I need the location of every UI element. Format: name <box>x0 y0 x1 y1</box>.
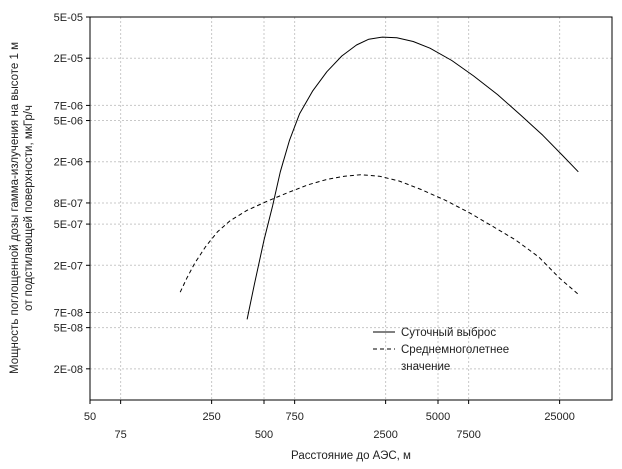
x-tick-label: 2500 <box>373 429 397 441</box>
plot-area-frame <box>89 16 613 401</box>
axis-ticks: 50 75 250 500 750 2500 5000 7500 25000 5E-05 2E-05… <box>54 12 575 441</box>
series-group <box>179 36 579 320</box>
x-tick-label: 750 <box>285 411 303 423</box>
series-line-long-term-average <box>179 174 579 295</box>
y-tick-label: 8E-07 <box>54 198 83 210</box>
y-tick-label: 7E-06 <box>54 100 83 112</box>
x-tick-label: 7500 <box>456 429 480 441</box>
y-tick-label: 5E-08 <box>54 323 83 335</box>
x-tick-label: 500 <box>255 429 273 441</box>
legend: Суточный выброс Среднемноголетнее значен… <box>373 327 509 373</box>
y-tick-label: 2E-08 <box>54 364 83 376</box>
y-tick-label: 5E-07 <box>54 219 83 231</box>
y-tick-label: 2E-05 <box>54 53 83 65</box>
y-axis-title-line2: от подстилающей поверхности, мкГр/ч <box>23 105 35 311</box>
y-tick-label: 2E-06 <box>54 157 83 169</box>
y-axis-title-line1: Мощность поглощенной дозы гамма-излучени… <box>9 42 21 374</box>
x-axis-title: Расстояние до АЭС, м <box>291 450 411 462</box>
x-tick-label: 75 <box>115 429 127 441</box>
y-tick-label: 5E-06 <box>54 116 83 128</box>
legend-label-daily-release: Суточный выброс <box>401 327 496 339</box>
y-tick-label: 5E-05 <box>54 12 83 24</box>
x-tick-label: 250 <box>202 411 220 423</box>
legend-label-long-term-average-line1: Среднемноголетнее <box>401 344 509 356</box>
x-tick-label: 50 <box>84 411 96 423</box>
x-tick-label: 5000 <box>426 411 450 423</box>
y-tick-label: 2E-07 <box>54 260 83 272</box>
series-line-daily-release <box>246 36 579 320</box>
y-tick-label: 7E-08 <box>54 307 83 319</box>
x-tick-label: 25000 <box>544 411 575 423</box>
legend-label-long-term-average-line2: значение <box>401 361 450 373</box>
